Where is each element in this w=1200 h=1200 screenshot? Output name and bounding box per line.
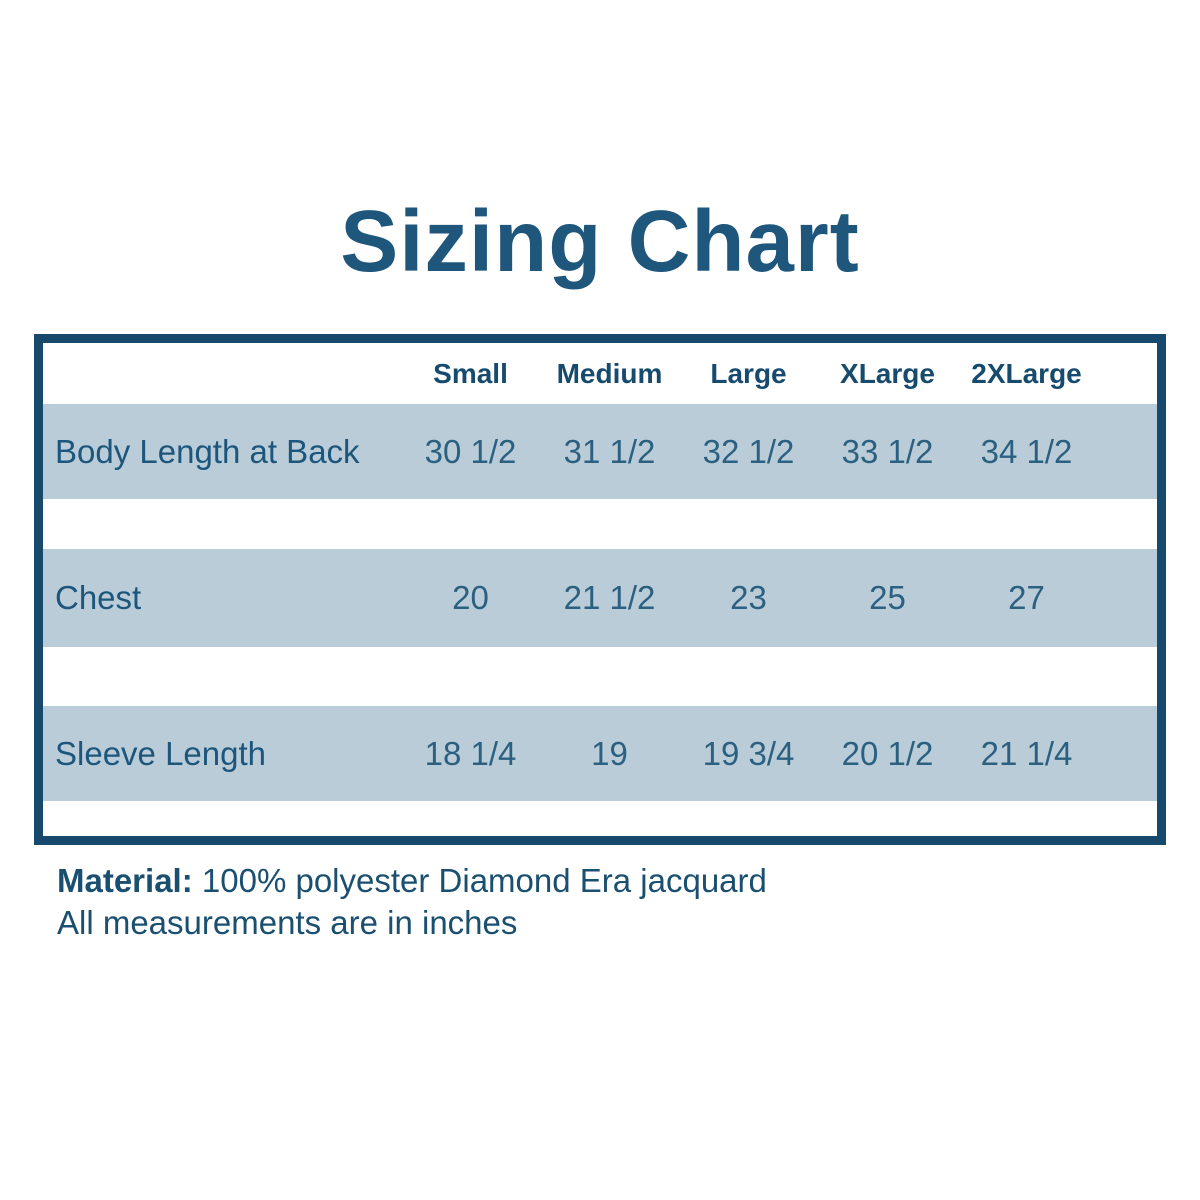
size-value: 20	[452, 579, 489, 616]
size-value: 21 1/2	[563, 579, 656, 616]
size-value: 20 1/2	[841, 734, 934, 772]
size-value: 19 3/4	[702, 734, 795, 772]
sizing-table: Small Medium Large XLarge 2XLarge Body L…	[34, 334, 1166, 845]
column-header-2xlarge: 2XLarge	[971, 357, 1082, 389]
column-header-small: Small	[433, 357, 508, 389]
column-header-large: Large	[710, 357, 787, 389]
table-row-chest: Chest 20 21 1/2 23 25 27	[43, 549, 1157, 647]
table-header-row: Small Medium Large XLarge 2XLarge	[43, 343, 1157, 404]
size-value: 34 1/2	[980, 432, 1073, 470]
material-value: 100% polyester Diamond Era jacquard	[201, 862, 767, 899]
size-value: 25	[869, 579, 906, 616]
size-value: 31 1/2	[563, 432, 656, 470]
footer-notes: Material: 100% polyester Diamond Era jac…	[57, 860, 767, 944]
size-value: 30 1/2	[424, 432, 517, 470]
table-row-sleeve-length: Sleeve Length 18 1/4 19 19 3/4 20 1/2 21…	[43, 706, 1157, 801]
row-label: Chest	[55, 579, 142, 616]
size-value: 21 1/4	[980, 734, 1073, 772]
measurements-note: All measurements are in inches	[57, 904, 518, 941]
row-spacer	[43, 499, 1157, 549]
column-header-medium: Medium	[556, 357, 663, 389]
size-value: 19	[591, 734, 628, 772]
row-label: Sleeve Length	[55, 734, 267, 772]
size-value: 27	[1008, 579, 1045, 616]
size-value: 33 1/2	[841, 432, 934, 470]
row-label: Body Length at Back	[55, 432, 360, 470]
size-value: 18 1/4	[424, 734, 517, 772]
row-spacer	[43, 647, 1157, 706]
size-value: 32 1/2	[702, 432, 795, 470]
table-row-body-length: Body Length at Back 30 1/2 31 1/2 32 1/2…	[43, 404, 1157, 499]
page-title: Sizing Chart	[340, 193, 860, 290]
size-value: 23	[730, 579, 767, 616]
material-line: Material: 100% polyester Diamond Era jac…	[57, 860, 767, 902]
material-label: Material:	[57, 862, 193, 899]
column-header-xlarge: XLarge	[840, 357, 935, 389]
